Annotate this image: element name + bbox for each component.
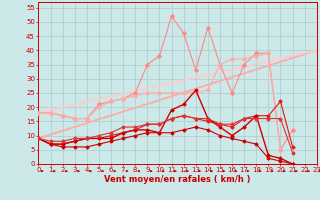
X-axis label: Vent moyen/en rafales ( km/h ): Vent moyen/en rafales ( km/h ) [104, 175, 251, 184]
